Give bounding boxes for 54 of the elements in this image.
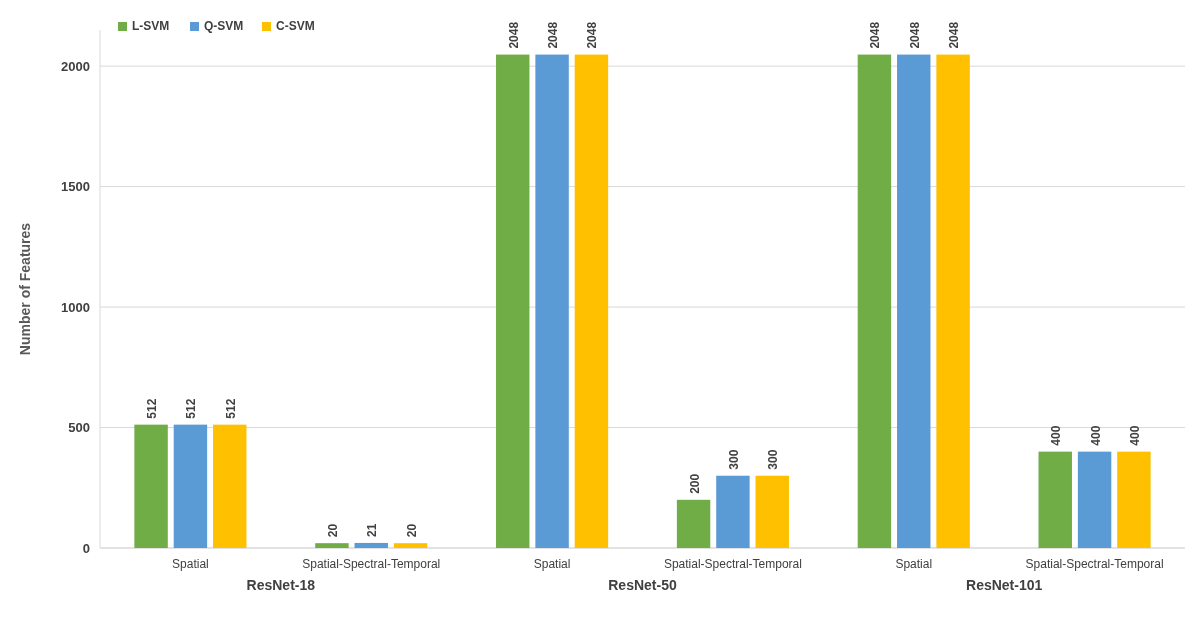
- bar: [676, 499, 711, 548]
- data-label: 400: [1049, 425, 1064, 446]
- x-tick-label: Spatial-Spectral-Temporal: [1025, 557, 1164, 571]
- bar: [535, 54, 569, 548]
- bar: [315, 543, 349, 548]
- bar: [1038, 451, 1072, 548]
- bar: [755, 475, 789, 548]
- legend-label: L-SVM: [132, 19, 170, 33]
- data-label: 512: [184, 398, 199, 419]
- legend-label: Q-SVM: [204, 19, 244, 33]
- data-label: 300: [766, 449, 781, 470]
- bar: [1117, 451, 1151, 548]
- data-label: 2048: [585, 21, 600, 49]
- data-label: 20: [404, 523, 419, 538]
- x-tick-label: Spatial: [172, 557, 209, 571]
- data-label: 2048: [868, 21, 883, 49]
- data-label: 2048: [947, 21, 962, 49]
- bar: [134, 424, 168, 548]
- data-label: 512: [223, 398, 238, 419]
- text: ResNet-18: [246, 577, 316, 593]
- data-label: 2048: [506, 21, 521, 49]
- bar: [936, 54, 970, 548]
- y-tick-label: 1500: [61, 179, 90, 195]
- data-label: 512: [145, 398, 160, 419]
- x-tick-label: Spatial: [533, 557, 571, 571]
- bar: [173, 424, 208, 548]
- y-axis-title: Number of Features: [17, 222, 33, 356]
- data-label: 400: [1127, 425, 1142, 446]
- y-tick-label: 2000: [61, 58, 90, 74]
- y-tick-label: 0: [82, 540, 90, 556]
- bar: [574, 54, 609, 548]
- bar: [496, 54, 530, 548]
- data-label: 20: [325, 523, 340, 538]
- x-tick-label: Spatial-Spectral-Temporal: [302, 557, 441, 571]
- data-label: 2048: [907, 21, 922, 49]
- y-tick-label: 1000: [61, 299, 90, 315]
- x-tick-label: Spatial: [895, 557, 933, 571]
- legend-label: C-SVM: [276, 19, 315, 33]
- bar: [213, 424, 247, 548]
- data-label: 2048: [546, 21, 561, 49]
- bar: [393, 543, 428, 548]
- data-label: 300: [726, 449, 741, 470]
- data-label: 400: [1088, 425, 1103, 446]
- data-label: 200: [687, 473, 702, 494]
- bar: [897, 54, 931, 548]
- data-label: 21: [365, 523, 380, 537]
- bar: [354, 542, 388, 548]
- bar: [857, 54, 892, 548]
- text: ResNet-50: [608, 577, 677, 593]
- y-tick-label: 500: [68, 420, 90, 436]
- x-tick-label: Spatial-Spectral-Temporal: [663, 557, 802, 571]
- bar: [716, 475, 750, 548]
- text: ResNet-101: [966, 577, 1043, 593]
- bar: [1077, 451, 1112, 548]
